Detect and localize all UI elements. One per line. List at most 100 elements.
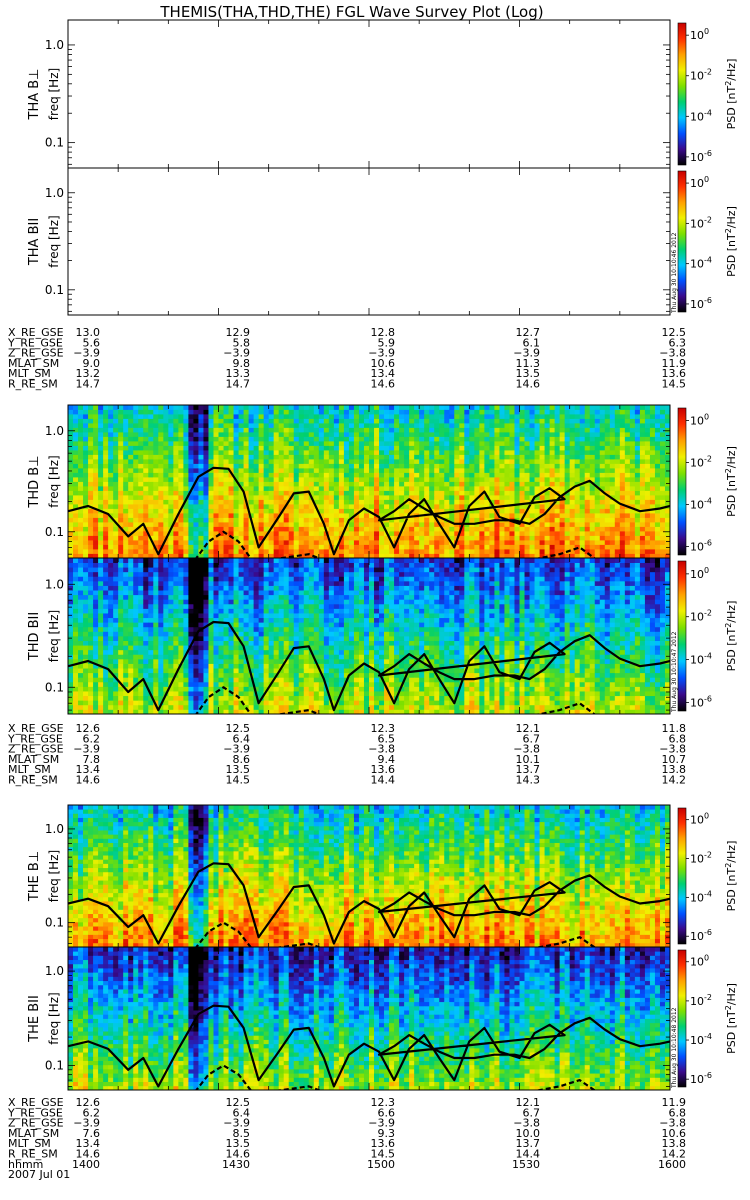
orbit-value: −3.8 bbox=[368, 743, 395, 756]
orbit-value: 14.4 bbox=[371, 774, 396, 787]
orbit-value: −3.8 bbox=[513, 743, 540, 756]
orbit-value: 14.5 bbox=[371, 1148, 396, 1161]
colorbar-scale bbox=[677, 22, 687, 166]
panel-frame bbox=[67, 19, 671, 169]
orbit-value: 13.4 bbox=[76, 763, 101, 776]
orbit-value: 14.5 bbox=[662, 378, 687, 391]
colorbar-scale bbox=[677, 560, 687, 712]
orbit-row-label: R_RE_SM bbox=[8, 378, 58, 391]
orbit-value: 14.2 bbox=[662, 774, 687, 787]
orbit-value: 1400 bbox=[72, 1158, 100, 1171]
timestamp-stamp: Thu Aug 30 10:10:48 2012 bbox=[671, 1007, 678, 1089]
y-tick-label: 0.1 bbox=[45, 136, 64, 150]
orbit-value: 1600 bbox=[658, 1158, 686, 1171]
y-axis-label: freq [Hz] bbox=[47, 215, 61, 267]
orbit-tables-layer: X_RE_GSEY_RE_GSEZ_RE_GSEMLAT_SMMLT_SMR_R… bbox=[7, 326, 686, 1181]
orbit-value: 14.6 bbox=[76, 1148, 101, 1161]
orbit-row-label: X_RE_GSE bbox=[8, 722, 64, 735]
colorbar-tick-label: 10-2 bbox=[690, 68, 712, 83]
panel-tha-bpar: 1.0 0.1 THA BII freq [Hz] Thu Aug 30 10:10:4… bbox=[27, 167, 678, 316]
orbit-value: 12.3 bbox=[371, 1096, 396, 1109]
orbit-value: −3.9 bbox=[368, 347, 395, 360]
orbit-value: 13.5 bbox=[226, 1137, 251, 1150]
orbit-value: 6.7 bbox=[523, 732, 541, 745]
orbit-value: 12.7 bbox=[516, 326, 541, 339]
panel-label: THD BII bbox=[27, 612, 42, 661]
spectrogram-cells bbox=[68, 405, 670, 558]
colorbar-tick-label: 10-6 bbox=[690, 1071, 712, 1086]
panel-thd-bperp: 1.0 0.1 THD B⊥ freq [Hz] bbox=[27, 404, 671, 559]
orbit-value: 6.2 bbox=[83, 732, 101, 745]
y-tick-label: 1.0 bbox=[45, 577, 64, 591]
colorbar-tick-label: 10-2 bbox=[690, 851, 712, 866]
colorbar-tick-label: 10-6 bbox=[690, 296, 712, 311]
orbit-value: 6.1 bbox=[523, 336, 541, 349]
orbit-value: 6.7 bbox=[523, 1106, 541, 1119]
y-tick-label: 0.1 bbox=[45, 680, 64, 694]
orbit-table: X_RE_GSEY_RE_GSEZ_RE_GSEMLAT_SMMLT_SMR_R… bbox=[7, 722, 686, 787]
orbit-row-label: hhmm bbox=[8, 1158, 43, 1171]
colorbar-tick-label: 10-4 bbox=[690, 1032, 712, 1047]
colorbar-tick-label: 10-2 bbox=[690, 215, 712, 230]
orbit-value: 6.4 bbox=[233, 1106, 251, 1119]
orbit-value: 11.9 bbox=[662, 357, 687, 370]
orbit-row-label: R_RE_SM bbox=[8, 1148, 58, 1161]
colorbar: 100 10-2 10-4 10-6 PSD [nT2/Hz] bbox=[677, 170, 738, 313]
colorbar-tick-label: 10-6 bbox=[690, 928, 712, 943]
panel-frame bbox=[67, 167, 671, 316]
orbit-value: 6.3 bbox=[669, 336, 687, 349]
colorbar-tick-label: 10-2 bbox=[690, 993, 712, 1008]
y-tick-label: 1.0 bbox=[45, 424, 64, 438]
orbit-value: 13.5 bbox=[226, 763, 251, 776]
orbit-row-label: X_RE_GSE bbox=[8, 1096, 64, 1109]
orbit-value: 12.3 bbox=[371, 722, 396, 735]
orbit-row-label: MLT_SM bbox=[8, 367, 51, 380]
orbit-value: 14.6 bbox=[371, 378, 396, 391]
y-axis-label: freq [Hz] bbox=[47, 850, 61, 902]
colorbar-tick-label: 10-4 bbox=[690, 889, 712, 904]
orbit-value: 10.0 bbox=[516, 1127, 541, 1140]
orbit-value: 13.5 bbox=[516, 367, 541, 380]
dashed-line bbox=[195, 1064, 597, 1090]
timestamp-stamp: Thu Aug 30 10:10:47 2012 bbox=[671, 631, 678, 713]
orbit-value: 9.0 bbox=[83, 357, 101, 370]
orbit-table: X_RE_GSEY_RE_GSEZ_RE_GSEMLAT_SMMLT_SMR_R… bbox=[7, 1096, 686, 1181]
panel-label: THE B⊥ bbox=[27, 851, 42, 902]
orbit-value: 13.4 bbox=[371, 367, 396, 380]
colorbar-tick-label: 100 bbox=[690, 566, 709, 581]
orbit-table: X_RE_GSEY_RE_GSEZ_RE_GSEMLAT_SMMLT_SMR_R… bbox=[7, 326, 686, 391]
y-tick-label: 1.0 bbox=[45, 822, 64, 836]
orbit-value: 13.4 bbox=[76, 1137, 101, 1150]
colorbar-scale bbox=[677, 407, 687, 556]
y-axis-label: freq [Hz] bbox=[47, 455, 61, 507]
orbit-value: 12.5 bbox=[226, 722, 251, 735]
orbit-value: −3.9 bbox=[223, 347, 250, 360]
orbit-value: 14.2 bbox=[662, 1148, 687, 1161]
orbit-value: 5.8 bbox=[233, 336, 251, 349]
panel-tha-bperp: 1.0 0.1 THA B⊥ freq [Hz] bbox=[27, 19, 671, 169]
orbit-row-label: MLT_SM bbox=[8, 1137, 51, 1150]
orbit-row-label: Z_RE_GSE bbox=[8, 347, 64, 360]
y-axis-label: freq [Hz] bbox=[47, 68, 61, 120]
spectrogram-cells bbox=[68, 805, 670, 947]
y-tick-label: 0.1 bbox=[45, 283, 64, 297]
colorbar: 100 10-2 10-4 10-6 PSD [nT2/Hz] bbox=[677, 560, 738, 712]
dashed-line bbox=[195, 921, 597, 947]
orbit-value: 14.5 bbox=[226, 774, 251, 787]
orbit-value: 14.6 bbox=[76, 774, 101, 787]
orbit-value: 13.0 bbox=[76, 326, 101, 339]
orbit-row-label: R_RE_SM bbox=[8, 774, 58, 787]
orbit-value: 6.8 bbox=[669, 1106, 687, 1119]
orbit-value: 1530 bbox=[512, 1158, 540, 1171]
orbit-value: −3.9 bbox=[73, 347, 100, 360]
orbit-value: −3.9 bbox=[368, 1117, 395, 1130]
colorbar: 100 10-2 10-4 10-6 PSD [nT2/Hz] bbox=[677, 22, 738, 166]
panel-thd-bpar: 1.0 0.1 THD BII freq [Hz] Thu Aug 30 10:10:4… bbox=[27, 557, 678, 715]
orbit-row-label: Y_RE_GSE bbox=[7, 336, 63, 349]
orbit-row-label: MLAT_SM bbox=[8, 1127, 59, 1140]
orbit-value: 13.8 bbox=[662, 1137, 687, 1150]
colorbar-tick-label: 10-6 bbox=[690, 694, 712, 709]
colorbar-scale bbox=[677, 807, 687, 945]
colorbar-scale bbox=[677, 170, 687, 313]
colorbar-tick-label: 100 bbox=[690, 954, 709, 969]
